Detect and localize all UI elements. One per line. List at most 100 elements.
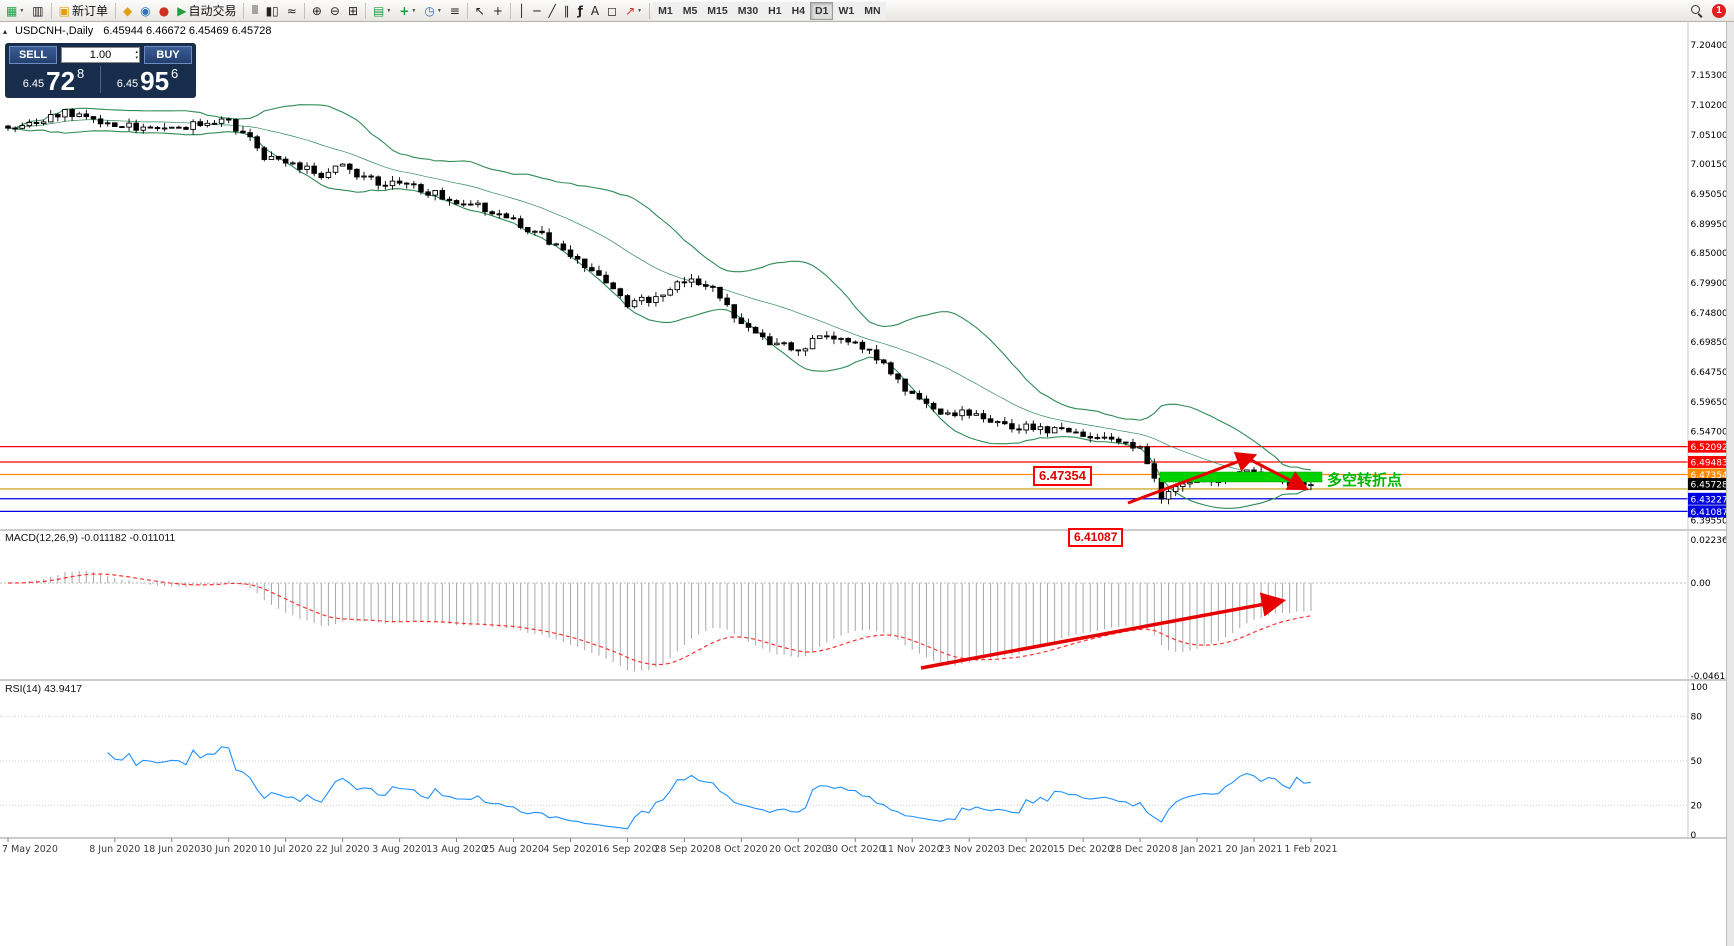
tile-windows-button[interactable]: ⊞ [344, 1, 362, 21]
tf-m1-button[interactable]: M1 [653, 1, 678, 20]
date-axis[interactable]: 7 May 2020 8 Jun 2020 18 Jun 2020 30 Jun 20… [2, 838, 1338, 855]
candle [1002, 421, 1008, 425]
current-price-tag [1688, 478, 1726, 491]
pullback-arrow[interactable] [1246, 456, 1309, 491]
candle [69, 109, 75, 118]
candle [610, 282, 616, 290]
tf-m30-button[interactable]: M30 [732, 1, 764, 20]
profiles-icon: ▥ [32, 3, 44, 18]
signals-icon: ● [158, 3, 170, 18]
new-chart-icon: ▦ [6, 3, 18, 18]
candle [1030, 423, 1037, 431]
text-tool-icon: A [590, 3, 600, 18]
candle [218, 118, 225, 124]
candle [1165, 491, 1172, 500]
period-clock-button[interactable]: ◷ ▼ [420, 1, 445, 21]
signals-button[interactable]: ● [155, 1, 173, 21]
trendline-tool-button[interactable]: ╱ [544, 1, 559, 21]
candle [1101, 436, 1108, 439]
candle [1251, 469, 1257, 473]
candle [161, 127, 168, 130]
buy-button[interactable]: BUY [144, 46, 192, 64]
candle-chart-mode-button[interactable]: ▮▯ [262, 1, 283, 21]
bull-trend-arrow[interactable] [1127, 451, 1258, 505]
add-indicator-button[interactable]: + ▼ [395, 1, 420, 21]
indicators-button[interactable]: ▤ ▼ [369, 1, 395, 21]
zoom-out-button[interactable]: ⊖ [326, 1, 344, 21]
trade-panel-toggle[interactable]: ▴ [3, 27, 8, 36]
price-tag-label: 6.43227 [1691, 495, 1728, 505]
mql5-button[interactable]: ◆ [119, 1, 136, 21]
tf-h4-button[interactable]: H4 [786, 1, 811, 20]
candle [802, 348, 809, 352]
search-button[interactable] [1686, 1, 1707, 21]
candle [261, 147, 268, 160]
ask-price[interactable]: 6.45 95 6 [103, 66, 192, 94]
toolbar-separator [649, 2, 651, 19]
arrow-tool-button[interactable]: ↗ ▼ [621, 1, 646, 21]
new-order-icon: ▣ [58, 3, 70, 18]
sell-button[interactable]: SELL [9, 46, 57, 64]
community-button[interactable]: ◉ [136, 1, 154, 21]
tf-mn-button[interactable]: MN [859, 1, 886, 20]
zoom-in-button[interactable]: ⊕ [308, 1, 326, 21]
candle [738, 317, 745, 324]
horizontal-line-tool-button[interactable]: ─ [529, 1, 544, 21]
tf-w1-button[interactable]: W1 [833, 1, 860, 20]
rsi-indicator-label: RSI(14) 43.9417 [5, 683, 83, 695]
date-label: 11 Nov 2020 [882, 844, 943, 855]
candle [76, 113, 82, 118]
notification-badge[interactable]: 1 [1712, 3, 1726, 18]
candle [304, 165, 310, 170]
candle [589, 267, 595, 272]
candle [403, 182, 410, 185]
chart-ohlc-values: 6.45944 6.46672 6.45469 6.45728 [103, 25, 272, 37]
price-axis-label: 6.54700 [1691, 427, 1728, 437]
candle [453, 200, 460, 205]
tf-d1-button[interactable]: D1 [810, 1, 834, 20]
chevron-down-icon: ▼ [19, 7, 25, 14]
new-order-button[interactable]: ▣ 新订单 [55, 1, 112, 21]
price-axis-label: 7.15300 [1691, 71, 1728, 81]
macd-trend-arrow[interactable] [920, 592, 1287, 670]
chart-settings-button[interactable]: ≡ [446, 1, 464, 21]
volume-input[interactable]: 1.00 ▴ ▾ [61, 47, 140, 63]
channel-tool-button[interactable]: ∥ [560, 1, 574, 21]
macd-panel[interactable] [0, 570, 1688, 672]
text-tool-button[interactable]: A [587, 1, 603, 21]
candle [147, 126, 154, 129]
vertical-line-tool-button[interactable]: │ [514, 1, 529, 21]
candle [674, 281, 681, 291]
main-price-panel[interactable] [0, 104, 1688, 512]
vertical-scrollbar[interactable] [1726, 22, 1734, 946]
rsi-axis-label: 50 [1691, 757, 1703, 767]
price-axis[interactable]: 7.20400 7.15300 7.10200 7.05100 7.00150 6.950… [1688, 41, 1734, 841]
cursor-tool-button[interactable]: ↖ [471, 1, 489, 21]
candle [62, 109, 68, 118]
candle [418, 184, 424, 193]
candle [767, 336, 773, 346]
fibonacci-tool-button[interactable]: ƒ [574, 1, 587, 21]
new-chart-button[interactable]: ▦ ▼ [2, 1, 28, 21]
support-price-textbox[interactable]: 6.41087 [1068, 528, 1124, 547]
crosshair-tool-button[interactable]: + [489, 1, 507, 21]
label-tool-button[interactable]: ◻ [603, 1, 621, 21]
volume-down-button[interactable]: ▾ [135, 55, 138, 61]
tf-m5-button[interactable]: M5 [677, 1, 703, 20]
volume-up-button[interactable]: ▴ [135, 49, 138, 55]
tf-h1-button[interactable]: H1 [763, 1, 787, 20]
bid-price[interactable]: 6.45 72 8 [9, 66, 98, 94]
resistance-price-textbox[interactable]: 6.47354 [1033, 466, 1092, 486]
profiles-button[interactable]: ▥ [28, 1, 47, 21]
autotrade-button[interactable]: ▶ 自动交易 [173, 1, 240, 21]
line-chart-mode-button[interactable]: ≈ [283, 1, 301, 21]
tf-m15-button[interactable]: M15 [702, 1, 733, 20]
rsi-panel[interactable] [0, 716, 1688, 830]
turning-point-highlight-bar[interactable] [1159, 471, 1323, 483]
channel-icon: ∥ [563, 3, 570, 18]
bar-chart-mode-button[interactable]: ||| [247, 1, 261, 21]
candle [83, 113, 90, 118]
candle [660, 294, 666, 298]
turning-point-text[interactable]: 多空转折点 [1327, 472, 1403, 489]
